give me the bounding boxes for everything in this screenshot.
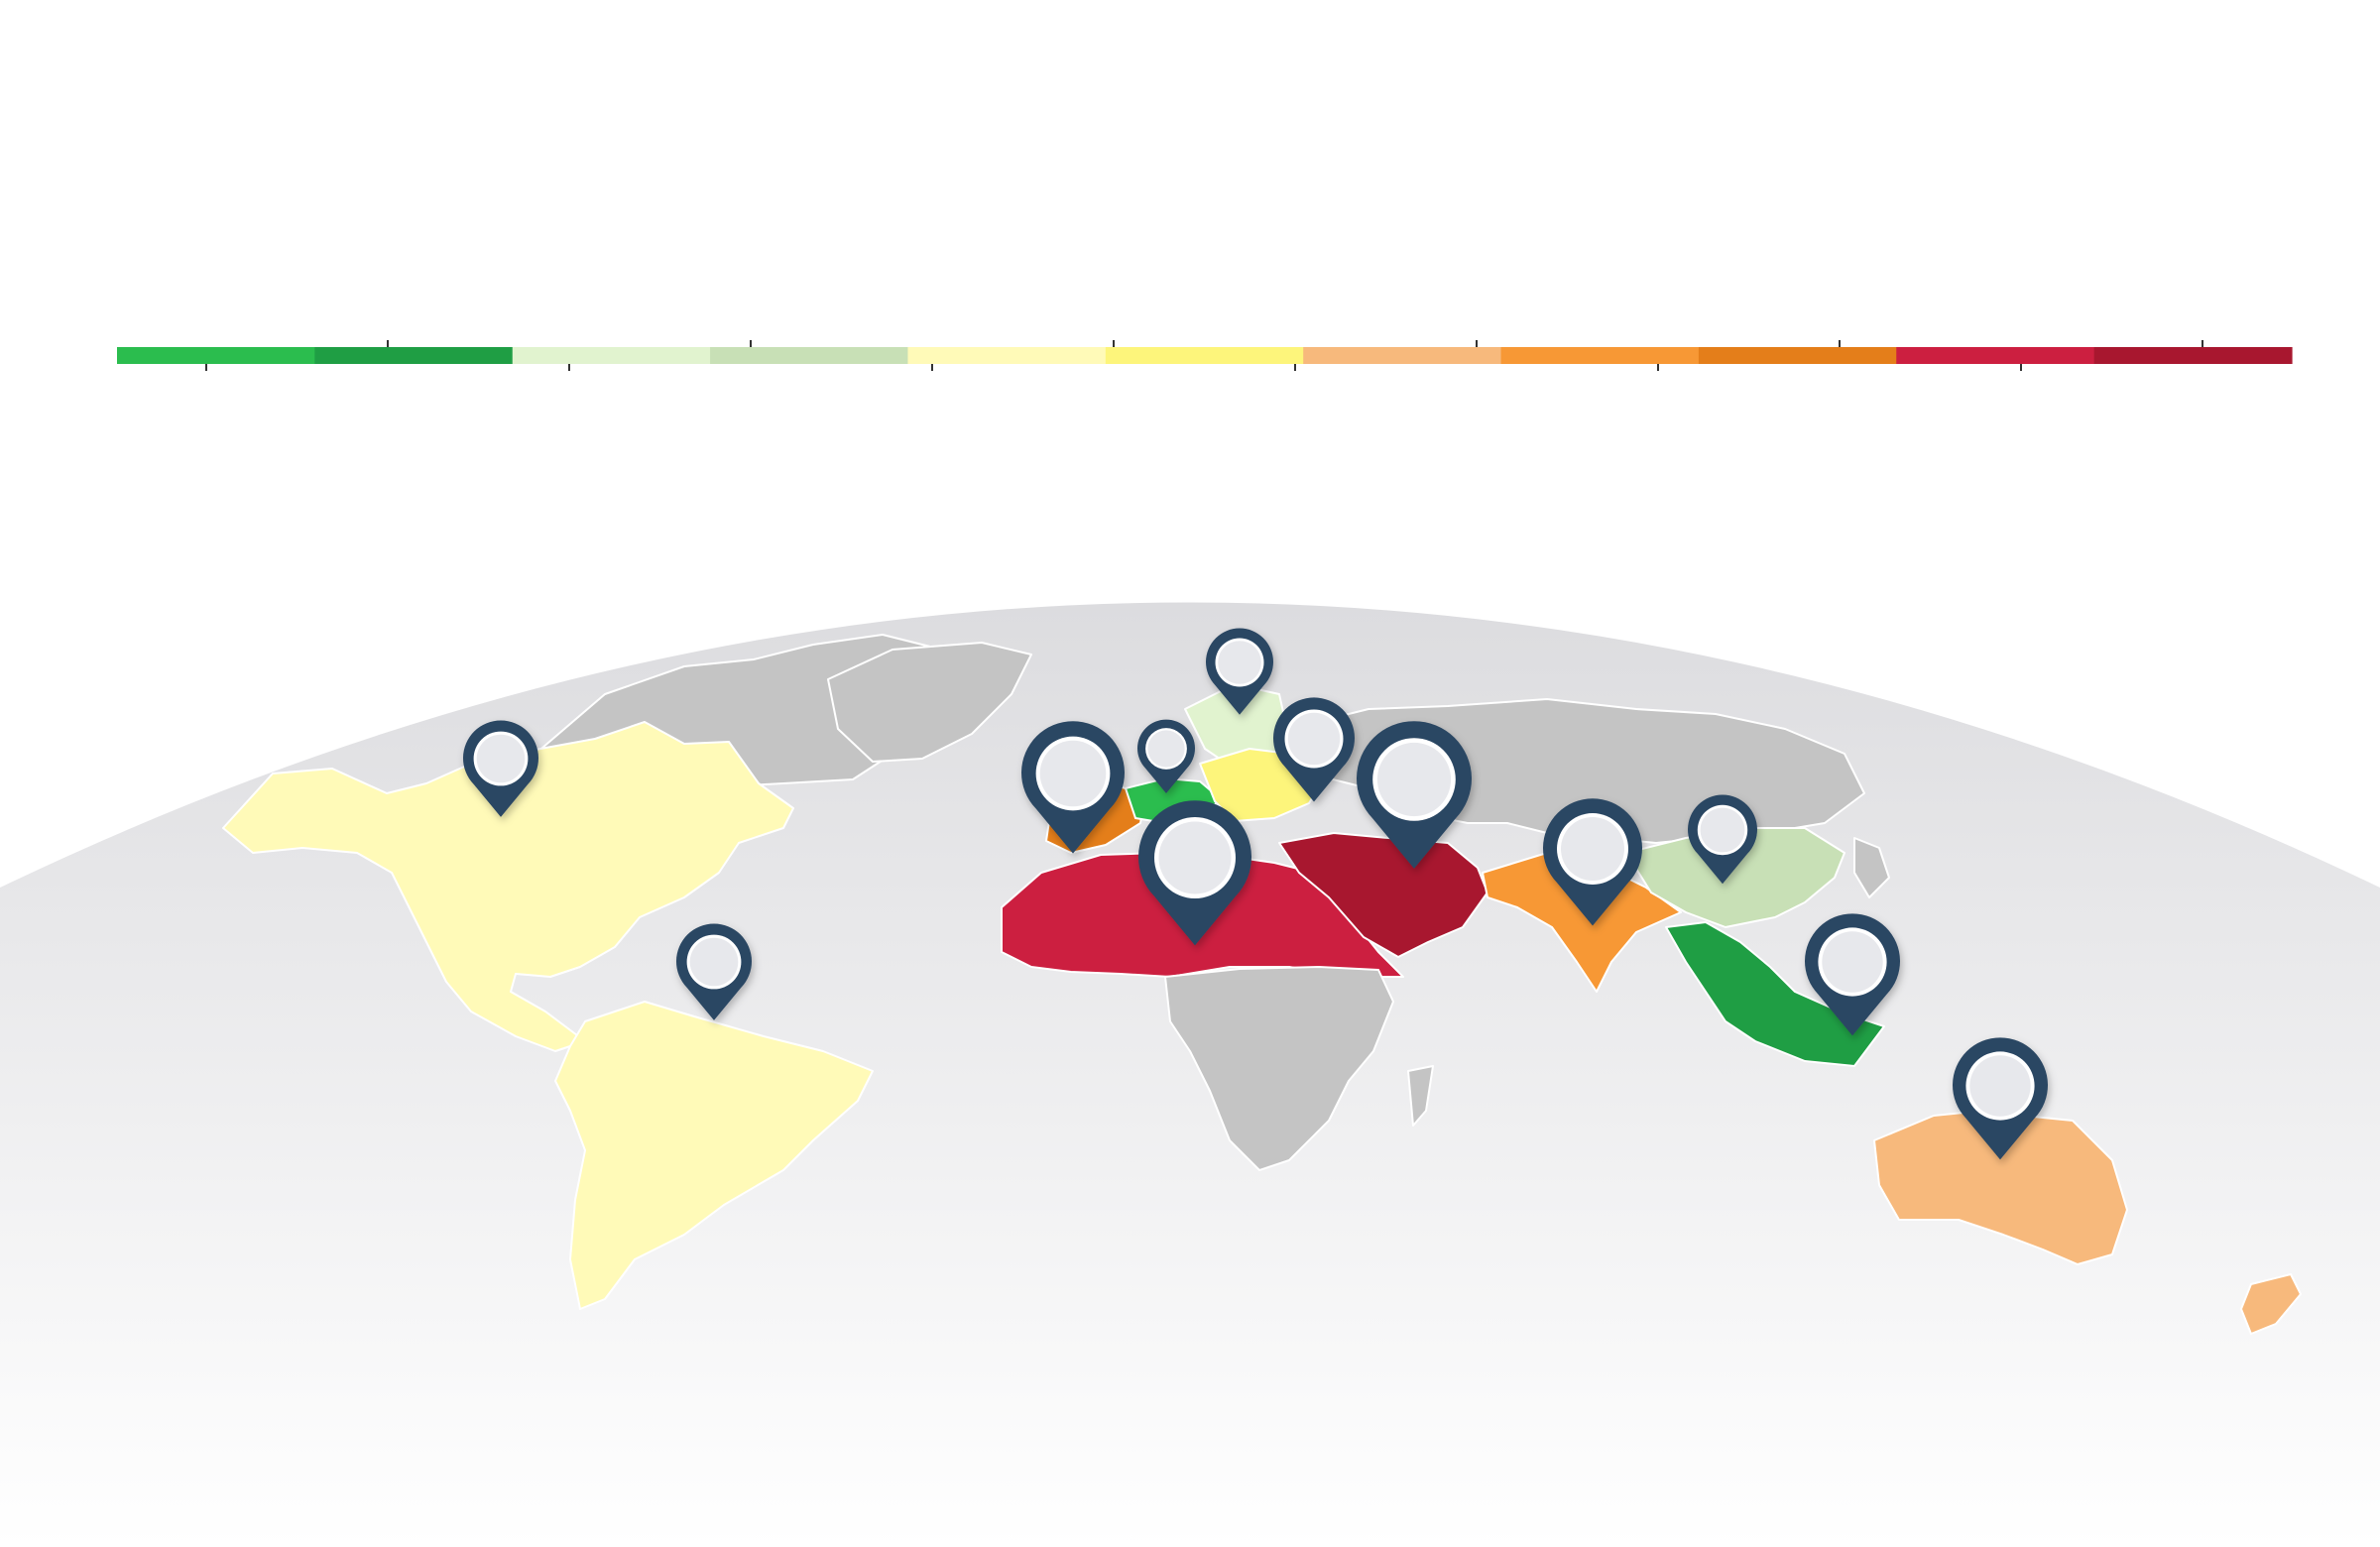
legend-segment — [512, 347, 711, 364]
central-europe-pin[interactable] — [1136, 719, 1195, 793]
region-middle-east[interactable] — [1278, 832, 1488, 958]
region-japan-korea[interactable] — [1853, 837, 1890, 898]
middle-east-pin[interactable] — [1357, 721, 1472, 869]
region-new-zealand[interactable] — [2240, 1273, 2302, 1335]
legend-color-scale — [117, 340, 2293, 371]
scandinavia-pin[interactable] — [1206, 628, 1274, 715]
legend-segment — [1896, 347, 2095, 364]
pin-center — [1147, 730, 1185, 768]
north-africa-pin[interactable] — [1138, 800, 1251, 946]
region-sub-saharan-africa[interactable] — [1164, 966, 1394, 1171]
pin-center — [1969, 1055, 2031, 1117]
pin-center — [1158, 821, 1232, 894]
pin-center — [1700, 807, 1745, 853]
north-america-pin[interactable] — [463, 720, 539, 817]
pin-center — [1287, 712, 1341, 766]
south-asia-pin[interactable] — [1542, 798, 1642, 926]
region-greenland[interactable] — [827, 642, 1032, 763]
pin-center — [1376, 742, 1452, 817]
region-southeast-asia[interactable] — [1665, 921, 1885, 1067]
pin-center — [689, 937, 739, 987]
pin-center — [1218, 641, 1261, 684]
region-south-america[interactable] — [554, 1001, 874, 1310]
map-markers — [463, 628, 2048, 1160]
australia-pin[interactable] — [1953, 1037, 2048, 1160]
legend-segment — [1698, 347, 1897, 364]
eastern-europe-pin[interactable] — [1272, 697, 1355, 802]
legend-segment — [1105, 347, 1304, 364]
china-pin[interactable] — [1688, 794, 1757, 885]
legend-segment — [2093, 347, 2293, 364]
pin-center — [476, 734, 526, 783]
pin-center — [1561, 817, 1624, 881]
south-america-pin[interactable] — [676, 923, 752, 1020]
legend-segment — [907, 347, 1107, 364]
iberia-pin[interactable] — [1021, 721, 1126, 854]
region-madagascar[interactable] — [1407, 1065, 1434, 1127]
pin-center — [1039, 740, 1107, 807]
legend-segment — [1500, 347, 1700, 364]
legend-segment — [117, 347, 315, 364]
legend-segment — [314, 347, 514, 364]
legend-segment — [1303, 347, 1502, 364]
southeast-asia-pin[interactable] — [1805, 913, 1900, 1036]
legend-segment — [710, 347, 909, 364]
pin-center — [1822, 931, 1883, 993]
